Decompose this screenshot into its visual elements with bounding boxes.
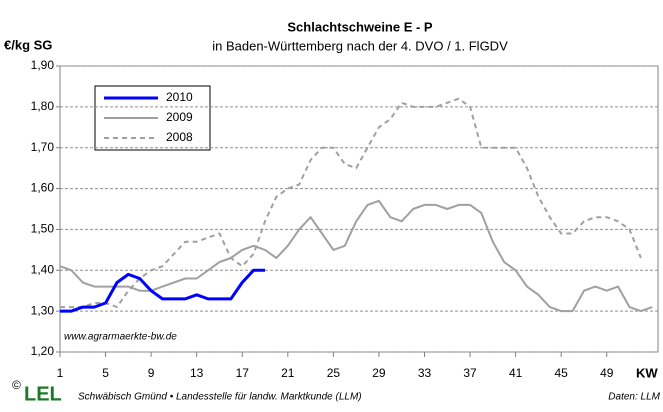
x-tick-label: 25	[327, 366, 341, 380]
y-tick-label: 1,60	[31, 181, 55, 195]
source: Daten: LLM	[608, 392, 660, 403]
y-tick-label: 1,50	[31, 222, 55, 236]
x-tick-label: 1	[57, 366, 64, 380]
x-tick-label: 29	[372, 366, 386, 380]
x-tick-label: 5	[102, 366, 109, 380]
x-tick-label: 13	[190, 366, 204, 380]
y-tick-label: 1,90	[31, 58, 55, 72]
legend-label: 2009	[166, 110, 193, 124]
x-tick-label: 33	[418, 366, 432, 380]
logo-copyright: ©	[12, 378, 21, 392]
x-tick-label: 41	[509, 366, 523, 380]
line-series	[60, 268, 265, 313]
line-series	[60, 97, 642, 309]
annotation: www.agrarmaerkte-bw.de	[64, 332, 177, 343]
y-tick-label: 1,80	[31, 99, 55, 113]
chart-title: Schlachtschweine E - P	[287, 19, 433, 34]
y-tick-label: 1,40	[31, 262, 55, 276]
chart-subtitle: in Baden-Württemberg nach der 4. DVO / 1…	[212, 38, 508, 53]
x-tick-label: 45	[555, 366, 569, 380]
logo: LEL	[24, 383, 62, 405]
footer: Schwäbisch Gmünd • Landesstelle für land…	[78, 392, 362, 403]
y-tick-label: 1,20	[31, 344, 55, 358]
y-axis-label: €/kg SG	[4, 37, 52, 52]
y-tick-label: 1,70	[31, 140, 55, 154]
x-axis-label: KW	[636, 365, 658, 380]
line-series	[59, 199, 653, 313]
x-tick-label: 9	[148, 366, 155, 380]
x-tick-label: 49	[600, 366, 614, 380]
x-tick-label: 21	[281, 366, 295, 380]
legend-label: 2010	[166, 90, 193, 104]
x-tick-label: 17	[236, 366, 250, 380]
y-tick-label: 1,30	[31, 303, 55, 317]
legend-label: 2008	[166, 130, 193, 144]
x-tick-label: 37	[463, 366, 477, 380]
